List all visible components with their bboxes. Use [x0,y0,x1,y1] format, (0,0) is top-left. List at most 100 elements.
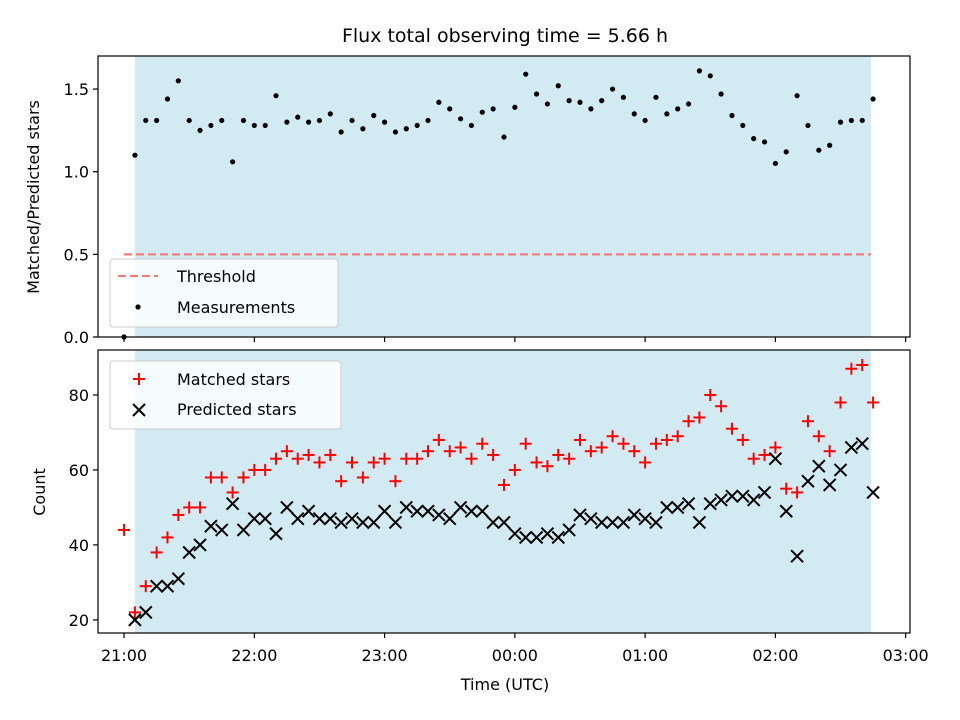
x-tick-label: 21:00 [101,646,147,665]
measurement-point [360,126,366,132]
predicted-star-point [356,515,370,530]
matched-star-point [324,448,337,461]
predicted-star-point [822,478,837,492]
predicted-star-point [638,511,652,526]
measurement-point [696,68,703,74]
predicted-star-point [139,605,153,620]
measurement-point [642,117,648,124]
matched-star-point [183,501,196,514]
matched-star-point [118,523,131,536]
predicted-star-point [757,485,772,500]
predicted-star-point [736,489,750,503]
measurement-point [381,119,388,125]
measurement-point [468,122,475,129]
predicted-star-point [410,504,424,518]
matched-star-point [498,478,510,491]
predicted-star-point [562,523,576,537]
bottom-panel: 21:00 22:00 23:00 00:00 01:00 02:00 03:00 20 40… [30,349,929,694]
matched-star-point [628,445,641,458]
x-tick-label: 02:00 [752,646,798,665]
predicted-star-point [779,504,793,518]
bottom-y-axis-label: Count [30,468,49,516]
predicted-star-point [182,545,196,560]
predicted-star-point [453,500,468,515]
predicted-star-point [204,519,218,533]
measurement-point [566,98,572,104]
matched-star-point [617,437,630,450]
matched-star-point [161,531,174,544]
top-y-tick-label: 0.5 [64,245,89,264]
predicted-star-point [291,511,305,526]
matched-star-point [801,415,814,428]
matched-star-point [867,396,880,409]
predicted-star-point [377,504,392,518]
matched-star-point [128,606,141,619]
matched-star-point [335,475,348,488]
matched-star-point [671,430,684,443]
measurement-point [338,129,344,135]
predicted-star-point [714,493,728,507]
matched-star-point [465,452,478,465]
predicted-star-point [149,579,164,593]
matched-star-point [508,463,521,476]
measurement-point [479,109,485,115]
matched-star-point [541,460,554,473]
matched-star-point [454,441,467,454]
measurement-point [316,117,323,124]
measurement-point [425,117,431,124]
predicted-star-point [345,511,359,526]
bottom-y-tick-label: 20 [69,611,89,630]
measurement-point [523,71,529,77]
predicted-stars-series [128,437,880,627]
matched-star-point [704,388,717,401]
x-axis-label: Time (UTC) [460,675,549,694]
matched-star-point [172,508,185,521]
measurement-point [132,152,138,158]
matched-star-point [400,452,413,465]
measurement-point [512,104,518,110]
predicted-star-point [801,474,815,488]
top-chart-title: Flux total observing time = 5.66 h [342,25,668,47]
measurement-point [555,83,561,89]
legend-measurements-swatch [135,304,141,310]
predicted-star-point [323,511,338,526]
predicted-star-point [215,523,229,537]
measurement-point [577,99,583,105]
measurement-point [816,147,822,153]
top-y-axis-label: Matched/Predicted stars [24,100,43,294]
top-panel: 0.0 0.5 1.0 1.5 Flux total observing time =… [24,25,911,347]
top-plot-frame [97,55,911,338]
predicted-star-point [312,511,327,526]
predicted-star-point [508,526,522,541]
matched-star-point [823,445,836,458]
measurement-point [533,91,540,97]
bottom-y-tick-label: 40 [69,536,89,555]
measurement-point [544,101,551,107]
predicted-star-point [670,500,685,515]
measurement-point [457,116,464,122]
predicted-star-point [627,508,641,522]
matched-star-point [389,475,402,488]
measurement-point [273,93,279,99]
top-legend: Threshold Measurements [109,258,339,328]
predicted-star-point [746,493,761,507]
matched-star-point [519,437,532,450]
measurement-point [392,129,399,135]
predicted-star-point [399,500,414,515]
matched-star-point [856,358,869,371]
matched-star-point [280,445,293,458]
predicted-star-point [660,500,674,515]
matched-star-point [649,437,662,450]
measurement-point [675,106,681,112]
top-y-tick-label: 1.0 [64,163,89,182]
predicted-star-point [519,530,533,545]
predicted-star-point [280,500,294,515]
measurement-point [609,86,616,92]
predicted-star-point [768,451,783,466]
predicted-star-point [649,515,663,530]
predicted-star-point [443,511,457,526]
predicted-star-point [866,485,880,500]
bottom-plot-frame [97,349,911,634]
measurement-point [436,99,442,105]
matched-star-point [204,471,217,484]
